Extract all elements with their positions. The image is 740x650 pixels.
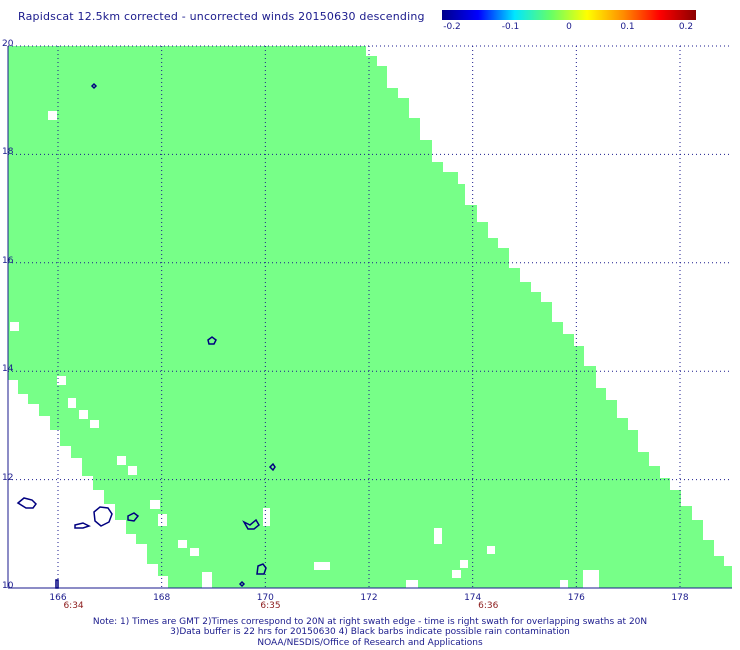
missing-data-cell	[90, 420, 99, 428]
missing-data-cell	[128, 466, 137, 475]
note-line-2: 3)Data buffer is 22 hrs for 20150630 4) …	[170, 627, 570, 637]
lon-tick-label: 170	[256, 593, 274, 603]
time-label: 6:34	[63, 601, 84, 611]
lon-tick-label: 178	[671, 593, 689, 603]
island-coastline	[207, 336, 217, 345]
island-coastline	[242, 518, 260, 530]
lon-tick-label: 174	[464, 593, 482, 603]
missing-data-cell	[460, 560, 468, 568]
lon-tick-label: 172	[360, 593, 378, 603]
lat-tick-label: 16	[2, 255, 14, 266]
island-coastline	[55, 579, 59, 589]
missing-data-cell	[79, 410, 88, 419]
missing-data-cell	[158, 514, 167, 526]
colorbar-tick-label: -0.1	[501, 22, 520, 32]
time-label: 6:36	[478, 601, 499, 611]
missing-data-cell	[406, 580, 418, 588]
missing-data-cell	[314, 562, 330, 570]
note-line-1: Note: 1) Times are GMT 2)Times correspon…	[92, 617, 648, 627]
missing-data-cell	[583, 570, 599, 588]
lat-tick-label: 10	[2, 581, 14, 591]
colorbar-tick-label: 0	[566, 22, 572, 32]
colorbar-tick-label: 0.2	[678, 22, 694, 32]
map-title: Rapidscat 12.5km corrected - uncorrected…	[18, 10, 425, 23]
lat-tick-label: 12	[2, 472, 14, 483]
lon-tick-label: 166	[49, 593, 67, 603]
missing-data-cell	[68, 398, 76, 408]
swath-fill	[8, 46, 732, 588]
island-coastline	[93, 506, 113, 527]
time-label: 6:35	[260, 601, 281, 611]
missing-data-cell	[10, 322, 19, 331]
note-line-3: NOAA/NESDIS/Office of Research and Appli…	[257, 638, 483, 648]
missing-data-cell	[560, 580, 568, 588]
lat-tick-label: 20	[2, 39, 14, 49]
missing-data-cell	[202, 572, 212, 588]
island-coastline	[16, 497, 37, 509]
missing-data-cell	[487, 546, 495, 554]
missing-data-cell	[117, 456, 126, 465]
colorbar-tick-label: -0.2	[443, 22, 461, 32]
colorbar-tick-label: 0.1	[620, 22, 635, 32]
missing-data-cell	[48, 111, 57, 120]
missing-data-cell	[434, 528, 442, 544]
missing-data-cell	[263, 508, 270, 526]
lon-tick-label: 176	[567, 593, 585, 603]
island-coastline	[268, 462, 276, 472]
colorbar	[442, 10, 696, 20]
lat-tick-label: 14	[2, 364, 14, 375]
lat-tick-label: 18	[2, 147, 14, 158]
island-coastline	[238, 580, 246, 588]
grid-lines	[8, 45, 732, 588]
island-coastline	[74, 522, 91, 529]
missing-data-cell	[190, 548, 199, 556]
missing-data-cell	[452, 570, 461, 578]
island-coastline	[90, 82, 98, 90]
missing-data-cell	[150, 500, 160, 509]
missing-data-cell	[178, 540, 187, 548]
island-coastline	[127, 512, 140, 522]
missing-data-cell	[57, 376, 66, 385]
lon-tick-label: 168	[153, 593, 171, 603]
island-coastline	[256, 563, 267, 575]
